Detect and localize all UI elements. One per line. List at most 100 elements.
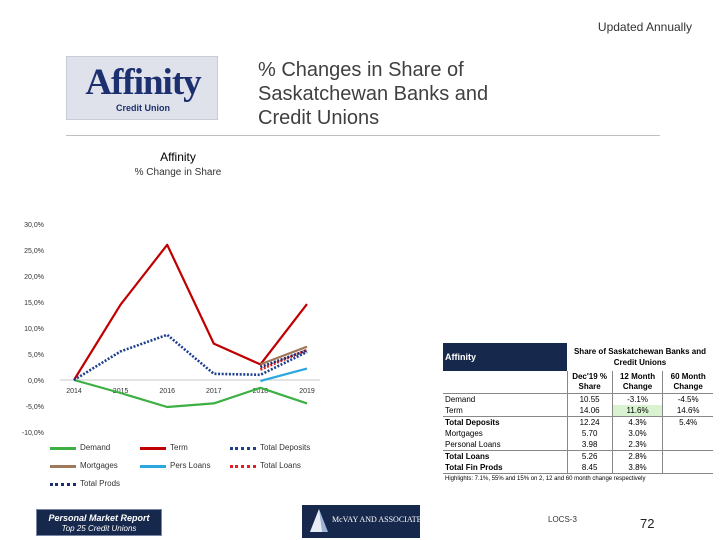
x-tick-label: 2017 xyxy=(206,388,222,395)
table-row: Term 14.06 11.6% 14.6% xyxy=(443,405,713,417)
row-label: Personal Loans xyxy=(445,440,501,449)
table-header-title: Share of Saskatchewan Banks and Credit U… xyxy=(567,343,713,371)
change-60m-cell xyxy=(662,462,713,474)
row-label: Total Loans xyxy=(443,450,567,462)
updated-annually-note: Updated Annually xyxy=(597,20,692,34)
logo-subtitle: Credit Union xyxy=(116,103,170,113)
y-tick-label: -10,0% xyxy=(22,430,44,437)
legend-label: Pers Loans xyxy=(170,461,211,470)
legend-swatch xyxy=(50,483,76,486)
table-corner-label: Affinity xyxy=(443,343,567,371)
change-12m-cell: 2.3% xyxy=(611,439,663,451)
legend-label: Total Loans xyxy=(260,461,301,470)
table-column-spacer xyxy=(443,371,567,394)
change-60m-cell: 14.6% xyxy=(662,405,713,417)
legend-swatch xyxy=(230,465,256,468)
y-tick-label: 10,0% xyxy=(24,326,44,333)
legend-label: Mortgages xyxy=(80,461,118,470)
change-60m-cell xyxy=(662,428,713,439)
title-divider xyxy=(66,135,660,136)
table-column-row: Dec'19 % Share 12 Month Change 60 Month Ch… xyxy=(443,371,713,394)
mcvay-logo: McVAY AND ASSOCIATES xyxy=(302,505,426,538)
row-label: Total Deposits xyxy=(443,416,567,428)
change-60m-cell xyxy=(662,450,713,462)
x-tick-label: 2019 xyxy=(299,388,315,395)
legend-swatch xyxy=(50,447,76,450)
chart-legend: Demand Term Total Deposits Mortgages Pers Lo… xyxy=(50,443,340,495)
table-column-header: Dec'19 % Share xyxy=(566,371,613,394)
share-cell: 3.98 xyxy=(566,439,613,451)
firm-name: McVAY AND ASSOCIATES xyxy=(332,515,426,524)
series-line xyxy=(259,348,308,371)
slide-code: LOCS-3 xyxy=(548,515,577,524)
legend-swatch xyxy=(140,447,166,450)
sail-icon xyxy=(310,509,328,532)
share-cell: 5.70 xyxy=(566,428,613,439)
report-badge: Personal Market Report Top 25 Credit Uni… xyxy=(36,509,162,536)
row-label: Mortgages xyxy=(445,429,483,438)
table-row: Total Loans 5.26 2.8% xyxy=(443,450,713,462)
affinity-logo: Affinity Credit Union xyxy=(66,56,218,120)
table-row: Demand 10.55 -3.1% -4.5% xyxy=(443,393,713,405)
series-line xyxy=(260,367,308,383)
logo-wordmark: Affinity xyxy=(85,62,201,103)
legend-label: Total Deposits xyxy=(260,443,311,452)
row-label: Term xyxy=(445,406,463,415)
change-60m-cell: 5.4% xyxy=(662,416,713,428)
change-12m-cell: 2.8% xyxy=(611,450,663,462)
legend-label: Term xyxy=(170,443,188,452)
change-12m-cell: 11.6% xyxy=(611,405,663,417)
legend-swatch xyxy=(50,465,76,468)
y-tick-label: 15,0% xyxy=(24,300,44,307)
table-footnote-row: Highlights: 7.1%, 55% and 15% on 2, 12 a… xyxy=(443,473,713,485)
chart-subtitle: % Change in Share xyxy=(134,167,222,178)
table-row: Total Deposits 12.24 4.3% 5.4% xyxy=(443,416,713,428)
x-tick-label: 2016 xyxy=(159,388,175,395)
series-line xyxy=(259,349,308,369)
change-12m-cell: 4.3% xyxy=(611,416,663,428)
report-subtitle: Top 25 Credit Unions xyxy=(61,524,137,533)
share-cell: 5.26 xyxy=(566,450,613,462)
chart-title: Affinity xyxy=(160,150,196,164)
table-row: Mortgages 5.70 3.0% xyxy=(443,428,713,439)
page-number: 72 xyxy=(640,516,655,531)
table-footnote: Highlights: 7.1%, 55% and 15% on 2, 12 a… xyxy=(443,473,713,485)
line-chart: 30,0% 25,0% 20,0% 15,0% 10,0% 5,0% 0,0% -5,0% -1… xyxy=(22,222,320,437)
x-tick-label: 2018 xyxy=(253,388,269,395)
change-12m-cell: -3.1% xyxy=(611,393,663,405)
series-line xyxy=(73,333,308,382)
y-tick-label: 0,0% xyxy=(28,378,44,385)
share-cell: 12.24 xyxy=(566,416,613,428)
table-column-header: 60 Month Change xyxy=(662,371,713,394)
share-table: Affinity Share of Saskatchewan Banks and … xyxy=(443,343,713,485)
y-tick-label: 20,0% xyxy=(24,274,44,281)
y-tick-label: -5,0% xyxy=(26,404,44,411)
change-60m-cell xyxy=(662,439,713,451)
legend-swatch xyxy=(230,447,256,450)
share-cell: 10.55 xyxy=(566,393,613,405)
table-column-header: 12 Month Change xyxy=(611,371,663,394)
change-12m-cell: 3.8% xyxy=(611,462,663,474)
legend-swatch xyxy=(140,465,166,468)
share-cell: 8.45 xyxy=(566,462,613,474)
legend-label: Demand xyxy=(80,443,111,452)
y-tick-label: 25,0% xyxy=(24,248,44,255)
series-line xyxy=(73,378,308,409)
table-row: Personal Loans 3.98 2.3% xyxy=(443,439,713,451)
change-60m-cell: -4.5% xyxy=(662,393,713,405)
row-label: Total Fin Prods xyxy=(445,463,503,472)
legend-label: Total Prods xyxy=(80,479,121,488)
x-tick-label: 2015 xyxy=(113,388,129,395)
row-label: Demand xyxy=(445,395,476,404)
slide-title: % Changes in Share of Saskatchewan Banks… xyxy=(258,59,489,129)
series-line xyxy=(260,345,308,366)
table-header-row: Affinity Share of Saskatchewan Banks and … xyxy=(443,343,713,371)
y-tick-label: 30,0% xyxy=(24,222,44,229)
x-tick-label: 2014 xyxy=(66,388,82,395)
report-title: Personal Market Report xyxy=(48,513,150,523)
share-cell: 14.06 xyxy=(566,405,613,417)
series-line xyxy=(73,243,308,381)
y-tick-label: 5,0% xyxy=(28,352,44,359)
table-row: Total Fin Prods 8.45 3.8% xyxy=(443,462,713,474)
change-12m-cell: 3.0% xyxy=(611,428,663,439)
